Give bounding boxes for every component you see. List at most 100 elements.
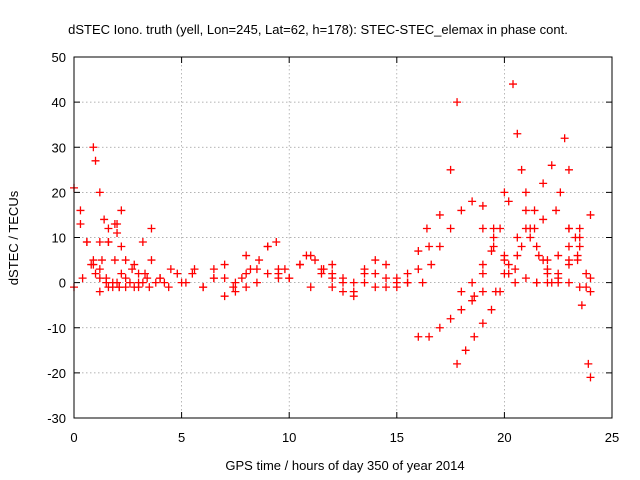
data-point [339, 274, 347, 283]
data-point [521, 188, 530, 197]
data-point [220, 292, 229, 301]
data-point [82, 238, 91, 247]
data-point [487, 305, 496, 314]
data-point [573, 251, 582, 260]
data-point [453, 359, 462, 368]
series-7 [134, 256, 218, 292]
y-tick-label: 0 [59, 276, 66, 291]
data-point [151, 278, 160, 287]
data-point [478, 224, 487, 233]
data-point [517, 165, 526, 174]
data-point [371, 256, 380, 265]
data-point [543, 269, 552, 278]
data-point [554, 251, 563, 260]
x-tick-label: 5 [178, 430, 185, 445]
data-point [97, 256, 106, 265]
series-6 [113, 228, 169, 287]
data-point [517, 242, 526, 251]
data-point [125, 278, 134, 287]
data-point [252, 278, 261, 287]
data-point [382, 260, 391, 269]
chart-title: dSTEC Iono. truth (yell, Lon=245, Lat=62… [68, 22, 568, 37]
data-point [470, 332, 479, 341]
data-point [539, 179, 548, 188]
data-point [110, 219, 119, 228]
data-point [382, 283, 391, 292]
series-28 [543, 242, 595, 287]
data-point [554, 269, 563, 278]
series-12 [274, 251, 358, 296]
data-point [554, 278, 563, 287]
data-point [446, 314, 455, 323]
data-point [530, 224, 539, 233]
data-point [500, 269, 509, 278]
data-point [513, 233, 522, 242]
y-tick-label: -30 [47, 411, 66, 426]
y-tick-label: 50 [52, 50, 66, 65]
y-tick-label: 30 [52, 140, 66, 155]
y-tick-label: 10 [52, 231, 66, 246]
data-point [457, 206, 466, 215]
data-point [349, 278, 358, 287]
data-point [446, 224, 455, 233]
data-point [209, 274, 218, 283]
series-18 [414, 287, 487, 341]
data-point [575, 283, 584, 292]
data-point [468, 197, 477, 206]
data-point [575, 242, 584, 251]
data-point [478, 287, 487, 296]
x-tick-label: 20 [497, 430, 511, 445]
data-point [392, 274, 401, 283]
series-16 [403, 98, 462, 287]
data-point [371, 269, 380, 278]
data-point [586, 210, 595, 219]
data-point [478, 201, 487, 210]
data-point [513, 251, 522, 260]
data-point [143, 274, 152, 283]
data-point [349, 292, 358, 301]
data-point [403, 269, 412, 278]
data-point [95, 265, 104, 274]
data-point [564, 165, 573, 174]
data-point [504, 260, 513, 269]
data-point [100, 215, 109, 224]
data-point [91, 269, 100, 278]
data-point [500, 188, 509, 197]
data-point [534, 251, 543, 260]
data-point [360, 278, 369, 287]
series-4 [91, 206, 126, 278]
data-point [147, 224, 156, 233]
data-point [317, 265, 326, 274]
series-25 [521, 224, 595, 296]
data-point [414, 332, 423, 341]
series-27 [532, 210, 595, 287]
series-19 [453, 206, 530, 368]
data-point [564, 260, 573, 269]
data-point [532, 278, 541, 287]
data-point [164, 283, 173, 292]
data-point [556, 188, 565, 197]
data-point [110, 256, 119, 265]
data-point [104, 283, 113, 292]
data-point [496, 224, 505, 233]
data-point [272, 238, 281, 247]
data-point [145, 283, 154, 292]
data-point [422, 224, 431, 233]
data-point [95, 238, 104, 247]
data-point [571, 233, 580, 242]
data-point [130, 260, 139, 269]
data-point [263, 269, 272, 278]
data-point [231, 278, 240, 287]
series-14 [328, 256, 412, 296]
data-point [478, 260, 487, 269]
data-point [177, 278, 186, 287]
data-point [435, 242, 444, 251]
data-point [360, 265, 369, 274]
x-tick-label: 25 [605, 430, 619, 445]
x-axis-label: GPS time / hours of day 350 of year 2014 [225, 458, 464, 473]
x-tick-label: 0 [70, 430, 77, 445]
y-tick-label: -20 [47, 366, 66, 381]
data-point [435, 323, 444, 332]
data-point [91, 156, 100, 165]
data-point [511, 265, 520, 274]
